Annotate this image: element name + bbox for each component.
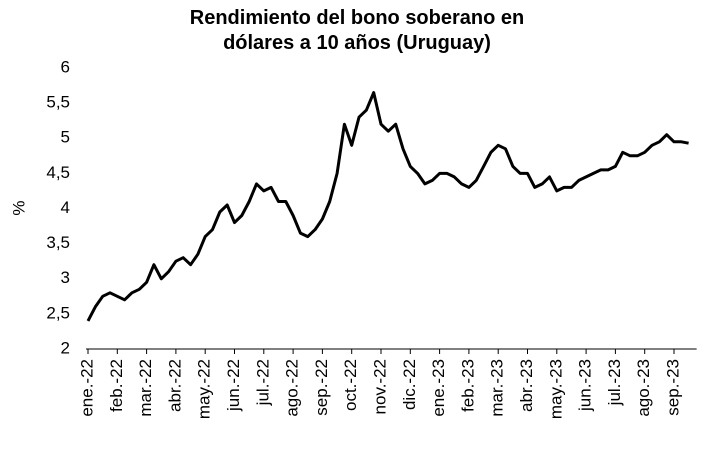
x-tick-label: mar.-22 (136, 359, 155, 417)
x-tick-label: jun.-23 (576, 359, 595, 412)
x-tick-label: mar.-23 (488, 359, 507, 417)
y-tick-label: 2 (61, 338, 70, 357)
x-tick-label: may.-23 (546, 359, 565, 419)
x-tick-label: may.-22 (195, 359, 214, 419)
x-tick-label: abr.-22 (165, 359, 184, 412)
y-tick-label: 6 (61, 57, 70, 76)
x-tick-label: jun.-22 (224, 359, 243, 412)
x-tick-label: ago.-23 (634, 359, 653, 417)
x-tick-label: sep.-23 (663, 359, 682, 416)
x-tick-label: nov.-22 (370, 359, 389, 414)
x-tick-label: abr.-23 (517, 359, 536, 412)
x-tick-label: jul.-22 (253, 359, 272, 406)
x-tick-label: sep.-22 (312, 359, 331, 416)
x-tick-label: ene.-23 (429, 359, 448, 417)
x-tick-label: jul.-23 (605, 359, 624, 406)
chart-title: Rendimiento del bono soberano en dólares… (189, 7, 525, 54)
y-tick-label: 3,5 (46, 233, 70, 252)
y-tick-label: 4 (61, 198, 70, 217)
y-tick-label: 2,5 (46, 303, 70, 322)
y-tick-label: 5 (61, 128, 70, 147)
y-tick-label: 3 (61, 268, 70, 287)
x-tick-label: oct.-22 (341, 359, 360, 411)
x-tick-label: feb.-22 (107, 359, 126, 412)
x-tick-label: dic.-22 (400, 359, 419, 410)
x-tick-label: feb.-23 (458, 359, 477, 412)
y-tick-label: 4,5 (46, 163, 70, 182)
x-tick-label: ene.-22 (77, 359, 96, 417)
y-axis-label: % (9, 200, 28, 215)
x-tick-label: ago.-22 (283, 359, 302, 417)
data-line (86, 91, 689, 322)
y-tick-label: 5,5 (46, 93, 70, 112)
